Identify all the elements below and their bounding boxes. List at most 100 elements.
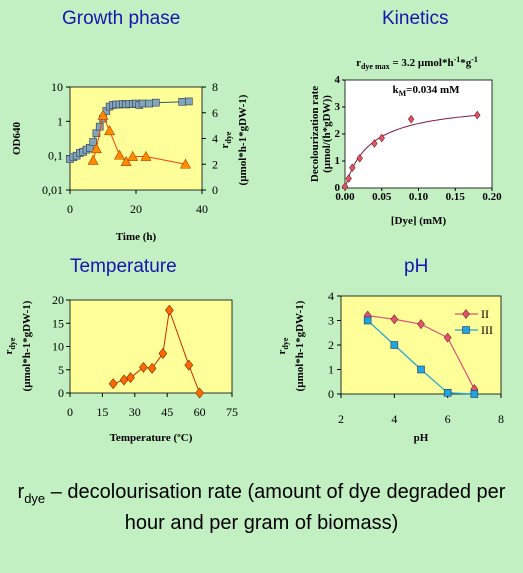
temperature-x-tick-label: 60: [194, 405, 206, 419]
kinetics-y-tick-label: 4: [335, 74, 341, 86]
growth-yr-tick-label: 8: [212, 80, 218, 94]
kinetics-plot-area: [344, 79, 493, 189]
kinetics-point: [407, 114, 415, 124]
ph-x-tick-label: 8: [498, 412, 504, 426]
ph-point-III: [363, 316, 372, 325]
kinetics-x-label: [Dye] (mM): [391, 215, 447, 227]
temperature-x-label: Temperature (ºC): [110, 432, 193, 444]
growth-rdye-point: [179, 158, 192, 169]
growth-yl-tick-label: 0,01: [42, 183, 63, 197]
kinetics-y-tick-label: 3: [335, 101, 341, 113]
temperature-point: [158, 347, 168, 359]
growth-yr-tick-label: 6: [212, 106, 218, 120]
kinetics-point: [356, 153, 363, 163]
temperature-point: [139, 361, 148, 373]
growth-y-left-label: OD640: [11, 122, 23, 156]
ph-y-tick-label: 1: [328, 363, 334, 377]
ph-title: pH: [404, 256, 429, 277]
ph-legend-marker-III: [462, 326, 470, 334]
growth-rdye-point: [127, 150, 139, 161]
growth-rdye-point: [97, 109, 109, 120]
growth-od-point: [95, 122, 104, 131]
ph-x-tick-label: 2: [338, 412, 344, 426]
kinetics-y-tick-label: 0: [335, 182, 341, 194]
ph-x-label: pH: [414, 432, 429, 444]
caption-sub: dye: [24, 491, 46, 506]
growth-title: Growth phase: [62, 8, 181, 29]
ph-y-tick-label: 0: [328, 387, 334, 401]
growth-y-right-label-r: rdye: [219, 131, 233, 148]
growth-rdye-point: [113, 149, 126, 160]
ph-point-II: [390, 314, 399, 325]
temperature-point: [164, 304, 174, 316]
growth-od-point: [185, 97, 193, 106]
kinetics-annotation-vmax: rdye max = 3.2 µmol*h-1*g-1: [356, 55, 478, 71]
growth-yr-tick-label: 0: [212, 183, 218, 197]
growth-od-point: [89, 138, 97, 146]
temperature-point: [195, 387, 204, 399]
kinetics-y-tick-label: 1: [335, 155, 341, 167]
temperature-x-tick-label: 30: [129, 405, 141, 419]
temperature-x-tick-label: 45: [161, 405, 173, 419]
growth-yl-tick-label: 0,1: [48, 149, 63, 163]
ph-legend-label-II: II: [481, 307, 489, 321]
ph-point-III: [470, 390, 479, 398]
kinetics-title: Kinetics: [382, 8, 449, 29]
temperature-x-tick-label: 15: [96, 405, 108, 419]
temperature-y-tick-label: 0: [58, 386, 64, 400]
kinetics-point: [378, 133, 385, 143]
ph-point-III: [390, 341, 399, 349]
ph-plot-area: [340, 295, 502, 395]
temperature-y-tick-label: 10: [52, 340, 64, 354]
ph-legend-marker-II: [462, 309, 470, 319]
kinetics-y-label-line2: (µmol/(h*gDW)): [321, 95, 333, 173]
growth-rdye-point: [120, 156, 132, 166]
kinetics-x-tick-label: 0.05: [372, 191, 392, 203]
temperature-point: [108, 378, 118, 390]
growth-od-point: [152, 98, 160, 107]
caption-text: – decolourisation rate (amount of dye de…: [45, 481, 506, 534]
growth-yr-tick-label: 4: [212, 132, 218, 146]
kinetics-x-tick-label: 0.20: [482, 191, 502, 203]
ph-y-tick-label: 2: [328, 338, 334, 352]
caption: rdye – decolourisation rate (amount of d…: [0, 480, 523, 535]
growth-x-tick-label: 20: [130, 202, 142, 216]
growth-rdye-point: [140, 150, 152, 161]
kinetics-point: [341, 182, 349, 191]
kinetics-x-tick-label: 0.10: [409, 191, 429, 203]
temperature-x-tick-label: 75: [226, 405, 238, 419]
temperature-point: [126, 372, 135, 384]
kinetics-point: [474, 110, 481, 120]
temperature-point: [184, 359, 194, 371]
temperature-y-tick-label: 20: [52, 293, 64, 307]
kinetics-fit-curve: [344, 114, 478, 189]
kinetics-x-tick-label: 0.00: [335, 191, 355, 203]
temperature-plot-area: [69, 299, 233, 394]
growth-x-tick-label: 0: [67, 202, 73, 216]
temperature-x-tick-label: 0: [67, 405, 73, 419]
ph-point-III: [443, 388, 452, 397]
ph-point-II: [417, 319, 425, 330]
temperature-title: Temperature: [70, 256, 177, 277]
growth-y-right-label-unit: (µmol*h-1*gDW-1): [237, 94, 249, 185]
growth-yl-tick-label: 10: [51, 80, 63, 94]
ph-x-tick-label: 6: [445, 412, 451, 426]
caption-r: r: [17, 481, 25, 503]
growth-rdye-point: [104, 125, 116, 136]
growth-od-point: [145, 99, 153, 108]
growth-od-point: [138, 99, 147, 108]
temperature-y-label-r: rdye: [3, 337, 17, 354]
ph-y-label-unit: (µmol*h-1*gDW-1): [294, 300, 306, 391]
ph-point-II: [443, 332, 452, 343]
growth-rdye-point: [90, 143, 102, 154]
growth-yr-tick-label: 2: [212, 157, 218, 171]
ph-y-label-r: rdye: [276, 337, 290, 354]
kinetics-x-tick-label: 0.15: [446, 191, 466, 203]
temperature-y-label-unit: (µmol*h-1*gDW-1): [21, 300, 33, 391]
growth-x-label: Time (h): [116, 231, 157, 243]
kinetics-annotation-km: kM=0.034 mM: [392, 84, 460, 98]
ph-x-tick-label: 4: [391, 412, 397, 426]
growth-x-tick-label: 40: [196, 202, 208, 216]
kinetics-point: [371, 139, 378, 148]
temperature-point: [147, 362, 157, 374]
